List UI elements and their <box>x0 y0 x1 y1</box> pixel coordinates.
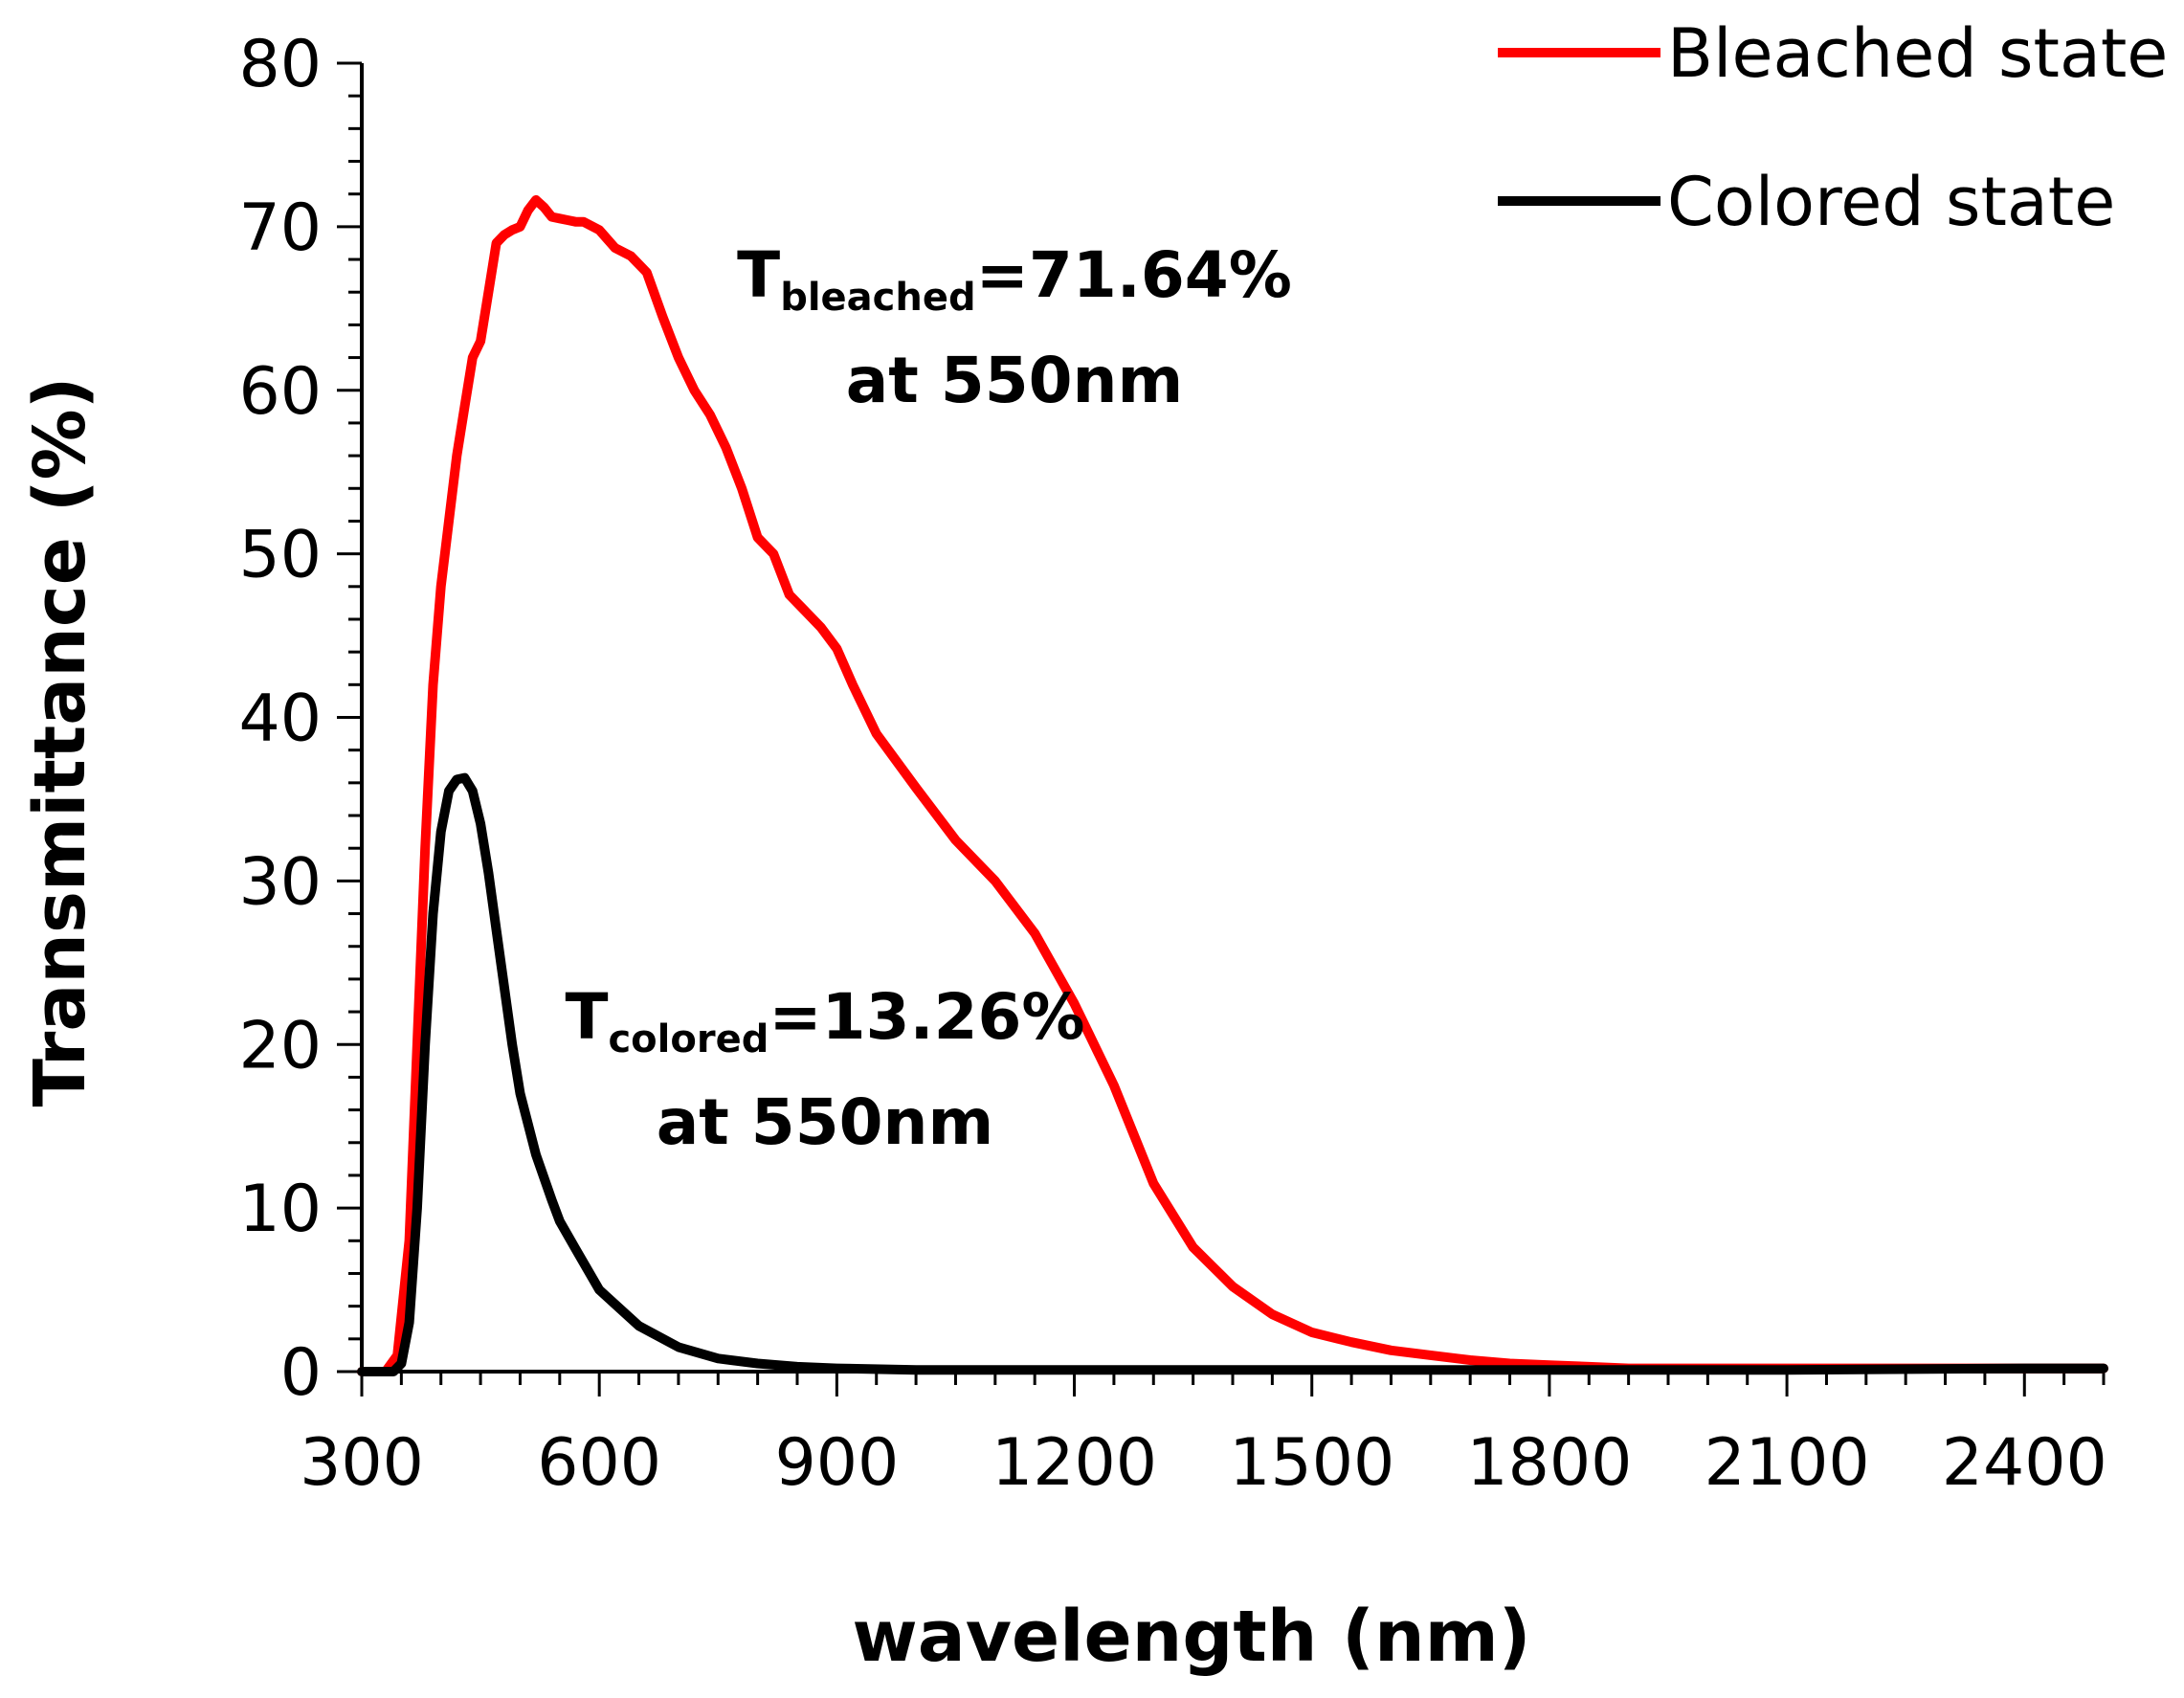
series-line-bleached-state <box>357 194 2108 1376</box>
annotations: Tbleached=71.64% at 550nm Tcolored=13.26… <box>565 238 1291 1159</box>
y-tick-label: 10 <box>238 1172 322 1247</box>
y-tick-label: 40 <box>238 681 322 757</box>
annotation-bleached-symbol: T <box>737 238 780 312</box>
y-tick-label: 0 <box>280 1335 322 1411</box>
x-tick-label: 1200 <box>992 1425 1157 1501</box>
annotation-bleached-wavelength: at 550nm <box>846 344 1184 417</box>
annotation-colored-wavelength: at 550nm <box>657 1085 994 1159</box>
x-axis-title: wavelength (nm) <box>852 1596 1530 1678</box>
y-tick-label: 70 <box>238 190 322 266</box>
x-tick-label: 1800 <box>1466 1425 1632 1501</box>
y-tick-label: 30 <box>238 844 322 920</box>
annotation-colored-subscript: colored <box>608 1017 769 1061</box>
legend: Bleached state Colored state <box>1498 14 2168 241</box>
annotation-colored-percent: =13.26% <box>769 980 1084 1054</box>
series-group <box>357 194 2108 1376</box>
legend-label-bleached: Bleached state <box>1667 14 2168 93</box>
annotation-bleached-percent: =71.64% <box>976 238 1292 312</box>
axes: 0 10 20 30 40 50 60 70 80 300 600 900 1200 1500 1800 21… <box>238 27 2106 1501</box>
annotation-bleached-subscript: bleached <box>780 276 975 320</box>
x-tick-label: 300 <box>300 1425 424 1501</box>
y-tick-label: 50 <box>238 518 322 593</box>
x-tick-label: 2400 <box>1942 1425 2107 1501</box>
x-tick-label: 2100 <box>1705 1425 1870 1501</box>
x-tick-label: 900 <box>774 1425 899 1501</box>
y-tick-label: 80 <box>238 27 322 102</box>
annotation-colored-value: Tcolored=13.26% <box>565 980 1084 1061</box>
annotation-colored-symbol: T <box>565 980 608 1054</box>
x-tick-label: 600 <box>537 1425 661 1501</box>
series-line-colored-state <box>357 772 2108 1376</box>
y-axis-title: Transmittance (%) <box>19 377 101 1107</box>
x-tick-label: 1500 <box>1229 1425 1394 1501</box>
y-tick-label: 60 <box>238 354 322 430</box>
y-tick-label: 20 <box>238 1008 322 1084</box>
annotation-bleached-value: Tbleached=71.64% <box>737 238 1292 320</box>
legend-label-colored: Colored state <box>1667 163 2115 241</box>
